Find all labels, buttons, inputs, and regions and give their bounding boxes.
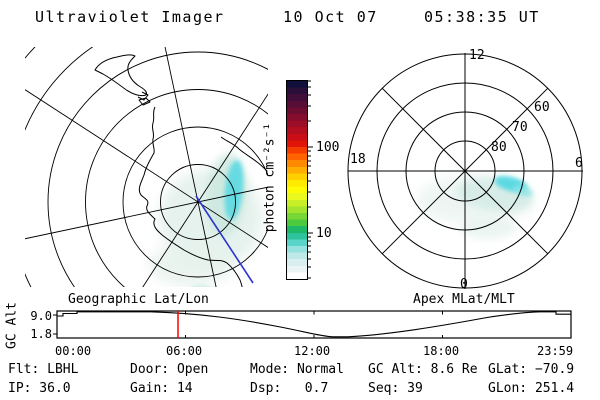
time-display: 05:38:35 UT <box>424 8 540 26</box>
mlat-mlt-grid <box>347 53 583 289</box>
gc-alt-axis-label: GC Alt <box>4 302 20 349</box>
aurora-emission-geographic <box>149 153 263 287</box>
status-dsp: Dsp: 0.7 <box>250 381 329 396</box>
ytick-9-0: 9.0 <box>30 309 52 323</box>
status-door: Door: Open <box>130 362 209 377</box>
colorbar <box>286 80 308 280</box>
xtick-1200: 12:00 <box>294 344 331 358</box>
xtick-1800: 18:00 <box>423 344 460 358</box>
status-glat: GLat: −70.9 <box>488 362 575 377</box>
status-seq: Seq: 39 <box>368 381 423 396</box>
xtick-0600: 06:00 <box>166 344 203 358</box>
colorbar-unit-label: photon cm⁻²s⁻¹ <box>262 122 278 233</box>
geographic-caption: Geographic Lat/Lon <box>68 292 209 307</box>
status-ip: IP: 36.0 <box>8 381 71 396</box>
coastline-antarctica <box>94 54 268 287</box>
colorbar-tick-10: 10 <box>316 226 332 241</box>
ytick-1-8: 1.8 <box>30 327 52 341</box>
status-gc-alt: GC Alt: 8.6 Re <box>368 362 478 377</box>
latlon-grid <box>25 47 268 287</box>
apex-polar-panel: 12 18 6 0 80 70 60 <box>347 48 583 292</box>
mlat-label-80: 80 <box>491 140 507 155</box>
mlt-label-18: 18 <box>350 152 366 167</box>
mlt-label-0: 0 <box>460 277 468 292</box>
status-glon: GLon: 251.4 <box>488 381 575 396</box>
xtick-2359: 23:59 <box>537 344 574 358</box>
apex-caption: Apex MLat/MLT <box>413 292 515 307</box>
status-mode: Mode: Normal <box>250 362 344 377</box>
gc-alt-curve <box>57 311 571 338</box>
gc-alt-strip-chart <box>53 310 572 339</box>
mlt-label-12: 12 <box>469 48 485 63</box>
satellite-track-line <box>195 195 254 284</box>
app-title: Ultraviolet Imager <box>35 8 225 26</box>
status-flt: Flt: LBHL <box>8 362 79 377</box>
aurora-emission-apex <box>417 176 533 239</box>
mlt-label-6: 6 <box>575 156 583 171</box>
xtick-0000: 00:00 <box>55 344 92 358</box>
colorbar-tick-100: 100 <box>316 140 340 155</box>
geographic-map-panel <box>25 47 268 287</box>
colorbar-ticks <box>308 80 313 279</box>
date-display: 10 Oct 07 <box>283 8 378 26</box>
mlat-label-70: 70 <box>512 120 528 135</box>
mlat-label-60: 60 <box>534 100 550 115</box>
status-gain: Gain: 14 <box>130 381 193 396</box>
